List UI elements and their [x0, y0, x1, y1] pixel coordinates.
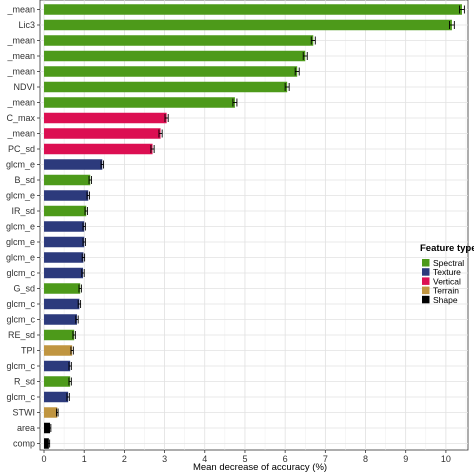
y-tick-label: Lic3 — [18, 20, 35, 30]
y-tick-label: _mean — [6, 98, 35, 108]
y-tick-label: glcm_e — [6, 237, 35, 247]
y-axis: _mean Lic3 _mean _mean _mean NDVI _mean C_max _m… — [6, 5, 40, 449]
x-tick-label: 8 — [363, 454, 368, 464]
bar — [44, 407, 58, 418]
y-tick-label: _mean — [6, 51, 35, 61]
legend-swatch — [422, 286, 430, 295]
y-tick-label: G_sd — [13, 284, 35, 294]
bars — [44, 4, 462, 449]
bar — [44, 128, 161, 139]
x-tick-label: 9 — [403, 454, 408, 464]
legend-swatch — [422, 295, 430, 304]
bar — [44, 221, 85, 232]
y-tick-label: STWI — [13, 408, 36, 418]
bar — [44, 314, 77, 325]
bar — [44, 360, 71, 372]
y-tick-label: glcm_c — [6, 315, 35, 325]
bar — [44, 143, 153, 155]
bar — [44, 422, 51, 434]
x-tick-label: 2 — [122, 454, 127, 464]
legend-label: Texture — [433, 267, 461, 277]
bar — [44, 97, 235, 108]
error-bars — [47, 5, 465, 448]
y-tick-label: TPI — [21, 346, 35, 356]
bar — [44, 19, 452, 31]
bar — [44, 112, 167, 124]
bar — [44, 174, 91, 186]
y-tick-label: NDVI — [13, 82, 35, 92]
y-tick-label: glcm_e — [6, 222, 35, 232]
y-tick-label: glcm_c — [6, 361, 35, 371]
y-tick-label: PC_sd — [8, 144, 35, 154]
bar — [44, 283, 81, 294]
bar — [44, 376, 71, 387]
y-tick-label: B_sd — [14, 175, 35, 185]
y-tick-label: glcm_e — [6, 253, 35, 263]
x-axis: 0 1 2 3 4 5 6 7 8 9 10 — [42, 450, 451, 464]
x-tick-label: 4 — [202, 454, 207, 464]
bar — [44, 205, 87, 217]
bar — [44, 66, 298, 77]
bar — [44, 35, 314, 46]
bar — [44, 329, 75, 341]
legend-label: Spectral — [433, 258, 464, 268]
y-tick-label: C_max — [6, 113, 35, 123]
bar — [44, 267, 84, 279]
legend-label: Terrain — [433, 286, 459, 296]
legend-swatch — [422, 277, 430, 285]
y-tick-label: _mean — [6, 36, 35, 46]
y-tick-label: glcm_c — [6, 392, 35, 402]
legend-swatch — [422, 268, 430, 276]
x-tick-label: 10 — [441, 454, 451, 464]
bar — [44, 190, 89, 201]
y-tick-label: glcm_e — [6, 160, 35, 170]
bar — [44, 50, 306, 62]
y-tick-label: _mean — [6, 5, 35, 15]
bar — [44, 236, 85, 248]
y-tick-label: RE_sd — [8, 330, 35, 340]
x-tick-label: 3 — [162, 454, 167, 464]
bar — [44, 4, 462, 15]
x-tick-label: 5 — [242, 454, 247, 464]
bar — [44, 159, 103, 170]
bar — [44, 252, 84, 263]
y-tick-label: _mean — [6, 67, 35, 77]
y-tick-label: R_sd — [14, 377, 35, 387]
y-tick-label: area — [17, 423, 35, 433]
x-tick-label: 6 — [283, 454, 288, 464]
x-tick-label: 1 — [82, 454, 87, 464]
y-tick-label: _mean — [6, 129, 35, 139]
y-tick-label: comp — [13, 439, 35, 449]
x-axis-title: Mean decrease of accuracy (%) — [193, 462, 327, 473]
legend-title: Feature type — [420, 243, 474, 254]
legend-swatch — [422, 259, 430, 267]
bar — [44, 438, 49, 449]
bar — [44, 391, 69, 403]
x-tick-label: 7 — [323, 454, 328, 464]
legend: Feature type SpectralTextureVerticalTerr… — [420, 243, 474, 305]
y-tick-label: glcm_c — [6, 299, 35, 309]
bar — [44, 345, 73, 356]
y-tick-label: glcm_c — [6, 268, 35, 278]
bar — [44, 298, 80, 310]
legend-label: Vertical — [433, 276, 461, 286]
y-tick-label: glcm_e — [6, 191, 35, 201]
bar — [44, 81, 288, 93]
legend-label: Shape — [433, 295, 458, 305]
x-tick-label: 0 — [42, 454, 47, 464]
y-tick-label: IR_sd — [11, 206, 35, 216]
